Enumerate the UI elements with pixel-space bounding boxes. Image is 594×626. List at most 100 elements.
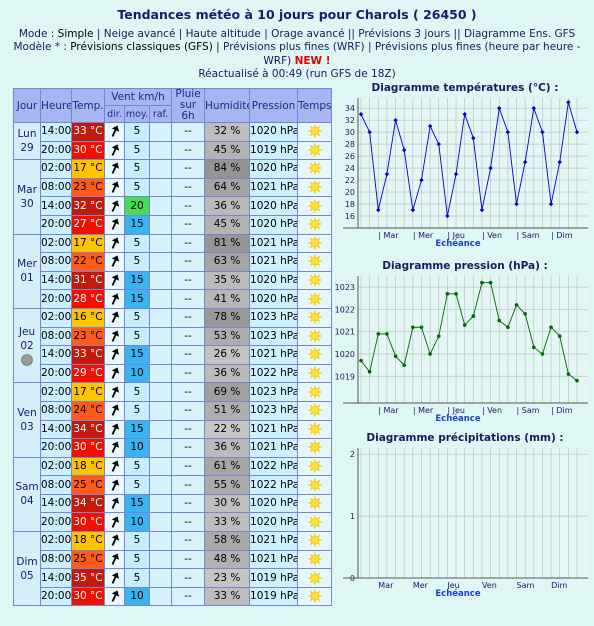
point (480, 280, 484, 285)
pressure-cell: 1020 hPa (249, 196, 299, 216)
pressure-cell: 1021 hPa (249, 345, 299, 365)
row: 08:00 23 °C 5 -- 64 % 1021 hPa (14, 177, 333, 198)
row: 20:00 30 °C 10 -- 33 % 1020 hPa (14, 512, 333, 533)
point (410, 207, 416, 213)
moon-icon (21, 353, 33, 366)
wind-cell: 5 (124, 140, 150, 161)
row: Mer 01 02:00 17 °C 5 -- 81 % 1021 hPa (13, 233, 333, 309)
row: 20:00 30 °C 5 -- 45 % 1019 hPa (14, 140, 333, 161)
day-date: 02 (20, 339, 34, 352)
point (367, 129, 372, 135)
x-tick-label: | Sam (517, 406, 540, 415)
humidity-cell: 33 % (204, 586, 251, 607)
sky-cell (297, 252, 333, 272)
header-item: NEW ! (294, 54, 331, 67)
time-cell: 08:00 (40, 177, 72, 198)
sun (308, 199, 322, 213)
day-cell: Mer 01 (13, 233, 41, 309)
temp-cell: 25 °C (71, 475, 105, 495)
sky-cell (297, 233, 333, 254)
gust-cell (148, 345, 173, 365)
y-tick-label: 1022 (335, 305, 355, 314)
pressure-cell: 1020 hPa (249, 493, 299, 514)
point (419, 177, 424, 183)
point (445, 213, 450, 219)
sun (308, 273, 322, 287)
day-name: Sam (15, 481, 39, 494)
point (522, 159, 528, 165)
point (505, 129, 511, 135)
point (497, 105, 502, 111)
rain-cell: -- (171, 400, 206, 421)
day-name: Mar (17, 183, 37, 196)
point (454, 292, 458, 296)
temp-cell: 27 °C (71, 214, 105, 235)
model-line: Modèle * : Prévisions classiques (GFS) |… (0, 41, 594, 68)
y-tick-label: 30 (345, 128, 355, 137)
row: 14:00 34 °C 15 -- 30 % 1020 hPa (14, 493, 333, 514)
sun (308, 478, 322, 492)
sky-cell (297, 289, 333, 309)
day-cell: Ven 03 (13, 382, 41, 458)
humidity-cell: 35 % (204, 270, 251, 291)
sky-cell (297, 363, 333, 384)
sky-cell (297, 177, 333, 198)
point (427, 123, 433, 129)
x-tick-label: | Jeu (447, 231, 465, 240)
sun (308, 403, 322, 417)
sun (308, 571, 322, 585)
gust-cell (148, 586, 173, 607)
sky-cell (297, 475, 333, 495)
header-item: | (216, 41, 220, 53)
wind-arrow (111, 572, 119, 584)
header-item: Orage avancé (271, 27, 345, 40)
header-item: | (178, 27, 183, 40)
time-cell: 08:00 (40, 252, 72, 272)
rain-cell: -- (171, 289, 206, 309)
wind-arrow (111, 479, 119, 491)
rain-cell: -- (171, 568, 206, 588)
rain-cell: -- (171, 233, 206, 254)
time-cell: 20:00 (40, 363, 72, 384)
point (385, 332, 389, 336)
time-cell: 08:00 (40, 400, 72, 421)
point (462, 111, 467, 117)
humidity-cell: 55 % (204, 475, 251, 495)
sun (308, 161, 322, 175)
gust-cell (148, 400, 173, 421)
time-cell: 14:00 (40, 122, 72, 142)
row: 14:00 31 °C 15 -- 35 % 1020 hPa (14, 270, 333, 291)
humidity-cell: 53 % (204, 326, 251, 347)
time-cell: 14:00 (40, 270, 72, 291)
gust-cell (148, 493, 173, 514)
pressure-cell: 1020 hPa (249, 214, 299, 235)
day-name: Jeu (18, 325, 36, 338)
y-tick-label: 1 (350, 512, 355, 521)
wind-arrow (111, 534, 119, 547)
wind-arrow (111, 274, 119, 286)
row: 08:00 25 °C 5 -- 55 % 1022 hPa (14, 475, 333, 495)
y-tick-label: 26 (345, 152, 355, 161)
point (384, 171, 390, 177)
sun (308, 254, 322, 268)
updated: Réactualisé à 00:49 (run GFS de 18Z) (198, 68, 396, 80)
point (453, 171, 459, 177)
point (566, 99, 571, 105)
sun (308, 496, 322, 510)
humidity-cell: 69 % (204, 382, 251, 402)
temp-cell: 33 °C (71, 345, 105, 365)
wind-cell: 15 (124, 270, 150, 291)
wind-cell: 5 (124, 177, 150, 198)
row: 20:00 27 °C 15 -- 45 % 1020 hPa (14, 214, 333, 235)
dir-cell (104, 326, 125, 347)
row: Dim 05 02:00 18 °C 5 -- 58 % 1021 hPa (13, 531, 333, 607)
wind-cell: 5 (124, 233, 150, 254)
sky-cell (297, 159, 333, 179)
row: 08:00 22 °C 5 -- 63 % 1021 hPa (14, 252, 333, 272)
rain-cell: -- (171, 345, 206, 365)
pressure-cell: 1023 hPa (249, 307, 299, 328)
header-cell: Jour (13, 88, 41, 123)
time-cell: 20:00 (40, 289, 72, 309)
row: Mar 30 02:00 17 °C 5 -- 84 % 1020 hPa (13, 159, 333, 235)
chart-title: Diagramme pression (hPa) : (382, 260, 548, 272)
